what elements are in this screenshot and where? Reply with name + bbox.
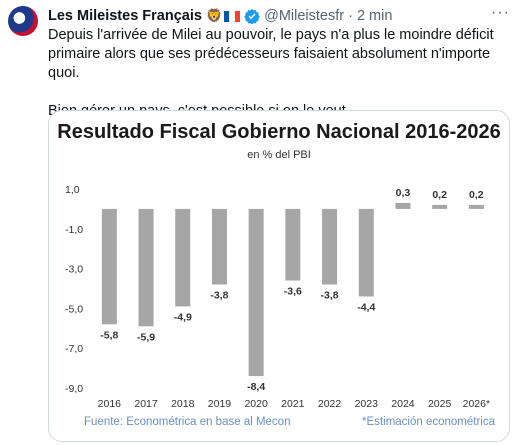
bar	[468, 204, 484, 209]
chart-note: *Estimación econométrica	[362, 416, 495, 428]
bar-data-label: -4,9	[174, 311, 192, 323]
separator-dot: ·	[348, 8, 353, 24]
chart-source: Fuente: Econométrica en base al Mecon	[84, 416, 291, 428]
bar	[211, 208, 227, 285]
y-tick-label: -9,0	[65, 383, 83, 395]
bar-data-label: -3,8	[321, 290, 339, 302]
bar-data-label: -3,8	[210, 290, 228, 302]
more-icon[interactable]: ···	[491, 4, 510, 21]
verified-badge-icon	[244, 9, 260, 24]
bar	[101, 208, 117, 325]
x-tick-label: 2019	[208, 398, 232, 410]
tweet-text: Depuis l'arrivée de Milei au pouvoir, le…	[48, 26, 510, 121]
bar-data-label: -4,4	[357, 301, 375, 313]
bar-data-label: 0,2	[432, 189, 447, 201]
x-tick-label: 2024	[391, 398, 415, 410]
x-tick-label: 2016	[98, 398, 122, 410]
timestamp[interactable]: 2 min	[356, 8, 393, 24]
x-tick-label: 2017	[134, 398, 158, 410]
media-card[interactable]: Resultado Fiscal Gobierno Nacional 2016-…	[48, 110, 510, 442]
bar-data-label: -5,8	[100, 329, 118, 341]
x-tick-label: 2025	[428, 398, 452, 410]
french-flag-icon	[224, 10, 241, 22]
author-name[interactable]: Les Mileistes Français	[48, 8, 202, 24]
lion-emoji-icon: 🦁	[205, 8, 223, 23]
bar	[285, 208, 301, 281]
y-tick-label: -1,0	[65, 224, 83, 236]
bar	[395, 202, 411, 209]
x-tick-label: 2020	[244, 398, 268, 410]
bar	[175, 208, 191, 307]
bar	[322, 208, 338, 285]
chart-subtitle: en % del PBI	[247, 149, 311, 161]
x-tick-label: 2021	[281, 398, 305, 410]
x-tick-label: 2022	[318, 398, 342, 410]
bar-data-label: -5,9	[137, 331, 155, 343]
tweet-paragraph: Depuis l'arrivée de Milei au pouvoir, le…	[48, 27, 494, 81]
x-tick-label: 2023	[355, 398, 379, 410]
y-tick-label: -7,0	[65, 343, 83, 355]
y-tick-label: 1,0	[65, 184, 80, 196]
bar-data-label: -3,6	[284, 286, 302, 298]
bar	[432, 204, 448, 209]
tweet-header: Les Mileistes Français 🦁 @Mileistesfr · …	[48, 6, 510, 26]
y-tick-label: -3,0	[65, 264, 83, 276]
bar-data-label: -8,4	[247, 381, 265, 393]
chart-title: Resultado Fiscal Gobierno Nacional 2016-…	[57, 121, 501, 143]
bar	[358, 208, 374, 297]
bar-chart: 1,0 -1,0 -3,0 -5,0 -7,0 -9,0 -5,8 2016 -5,9 2017 -…	[65, 184, 490, 410]
author-handle[interactable]: @Mileistesfr	[264, 8, 345, 24]
avatar[interactable]	[8, 6, 38, 36]
bar-data-label: 0,3	[396, 187, 411, 199]
bar	[248, 208, 264, 377]
x-tick-label: 2018	[171, 398, 195, 410]
bar	[138, 208, 154, 327]
x-tick-label: 2026*	[463, 398, 490, 410]
bar-data-label: 0,2	[469, 189, 484, 201]
y-tick-label: -5,0	[65, 303, 83, 315]
